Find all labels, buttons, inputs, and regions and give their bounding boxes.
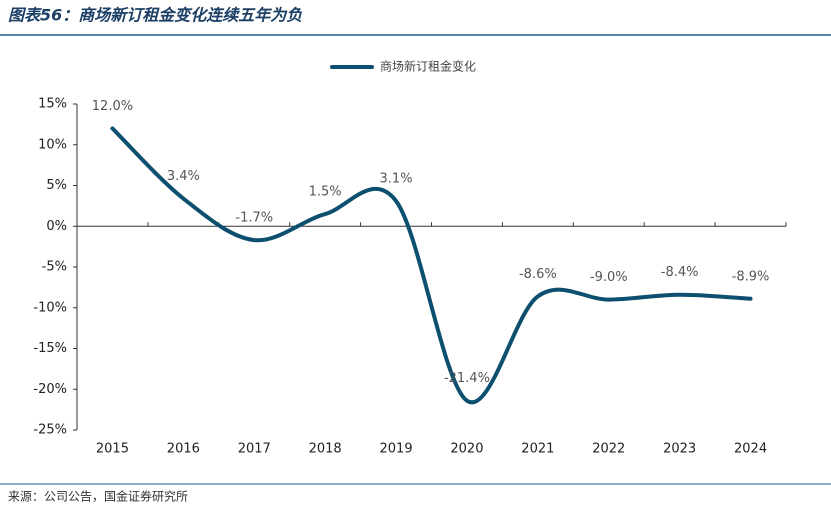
x-tick-label: 2020 bbox=[450, 442, 483, 457]
y-tick-label: -20% bbox=[33, 382, 67, 397]
value-label: -1.7% bbox=[235, 211, 273, 226]
x-tick-label: 2024 bbox=[734, 442, 767, 457]
x-tick-label: 2018 bbox=[309, 442, 342, 457]
y-tick-label: 0% bbox=[46, 219, 67, 234]
legend-label: 商场新订租金变化 bbox=[380, 59, 476, 74]
value-label: 3.4% bbox=[167, 169, 200, 184]
value-label: -8.9% bbox=[732, 269, 770, 284]
x-tick-label: 2019 bbox=[380, 442, 413, 457]
x-tick-label: 2016 bbox=[167, 442, 200, 457]
chart-title: 图表56：商场新订租金变化连续五年为负 bbox=[8, 6, 302, 25]
x-tick-label: 2015 bbox=[96, 442, 129, 457]
y-tick-label: -10% bbox=[33, 300, 67, 315]
y-tick-label: 10% bbox=[38, 137, 67, 152]
y-tick-label: -5% bbox=[42, 260, 67, 275]
value-label: 12.0% bbox=[92, 99, 133, 114]
x-tick-label: 2022 bbox=[592, 442, 625, 457]
value-label: 1.5% bbox=[309, 185, 342, 200]
y-tick-label: 5% bbox=[46, 178, 67, 193]
y-tick-label: -15% bbox=[33, 341, 67, 356]
value-label: 3.1% bbox=[380, 171, 413, 186]
value-label: -9.0% bbox=[590, 270, 628, 285]
value-label: -21.4% bbox=[444, 371, 490, 386]
value-label: -8.6% bbox=[519, 267, 557, 282]
x-tick-label: 2017 bbox=[238, 442, 271, 457]
line bbox=[110, 126, 753, 405]
value-label: -8.4% bbox=[661, 265, 699, 280]
y-tick-label: 15% bbox=[38, 97, 67, 112]
y-tick-label: -25% bbox=[33, 423, 67, 438]
source: 来源：公司公告，国金证券研究所 bbox=[8, 489, 188, 504]
x-tick-label: 2023 bbox=[663, 442, 696, 457]
x-tick-label: 2021 bbox=[521, 442, 554, 457]
